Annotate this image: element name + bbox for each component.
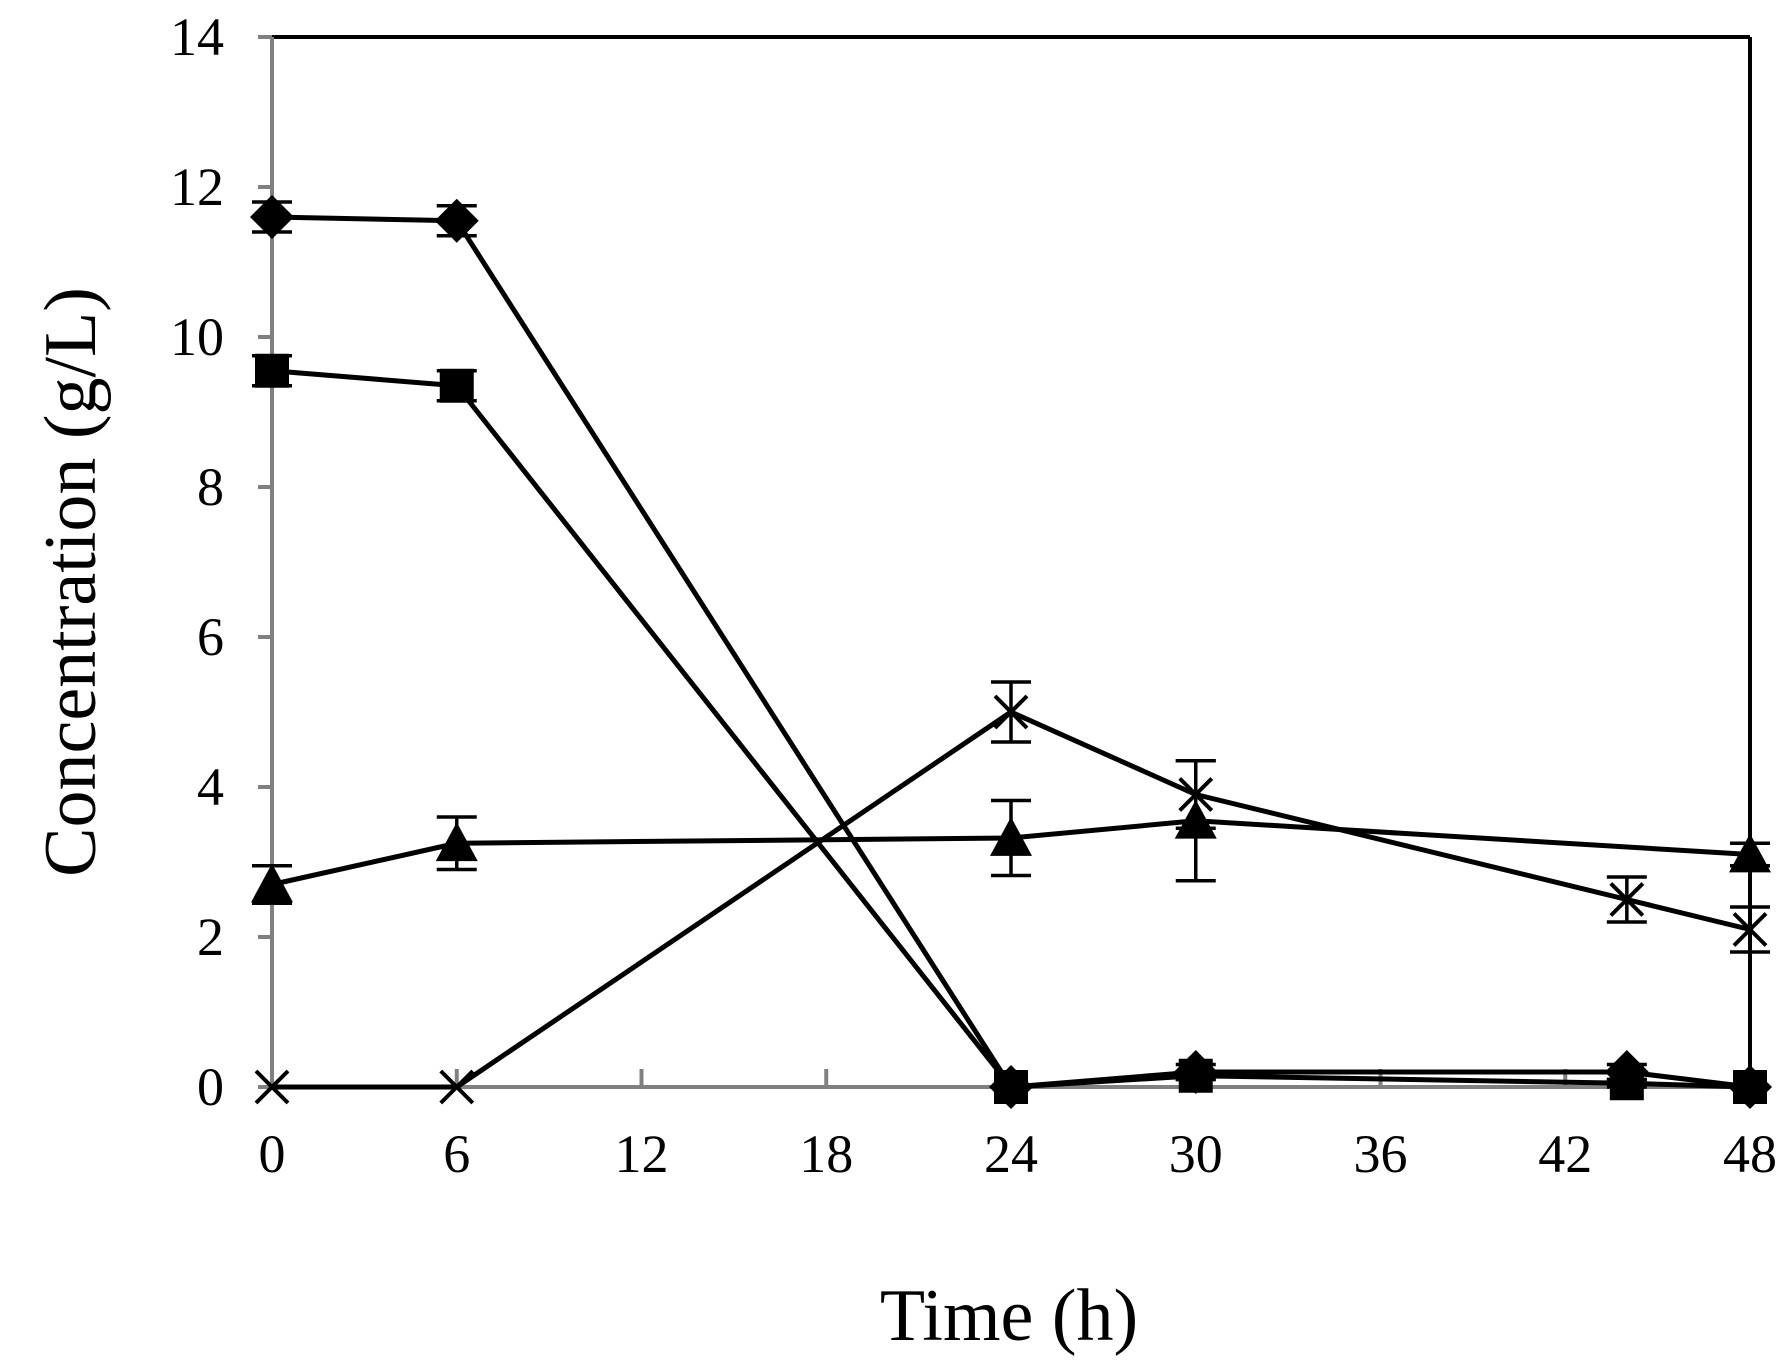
y-axis-title: Concentration (g/L) [30,287,112,877]
data-point-cross [1732,912,1768,947]
data-point-triangle [251,863,293,903]
y-tick-label: 6 [197,607,224,667]
data-point-square [994,1070,1028,1104]
data-point-square [1609,1066,1644,1101]
y-tick-label: 12 [170,157,224,217]
x-axis-title: Time (h) [880,1275,1138,1357]
data-point-square [255,353,289,388]
x-tick-label: 36 [1354,1124,1408,1184]
x-tick-label: 18 [799,1124,853,1184]
series-triangle [251,759,1771,905]
data-point-triangle [990,817,1032,856]
data-point-triangle [1729,833,1771,873]
series-line [271,368,1751,1090]
data-point-square [439,368,474,403]
x-tick-label: 24 [984,1124,1038,1184]
x-tick-label: 12 [615,1124,669,1184]
series-diamond [250,195,1772,1109]
series [250,195,1772,1109]
data-point-cross [993,694,1029,730]
series-line [272,709,1751,1090]
data-point-square [1178,1058,1213,1093]
x-tick-label: 42 [1538,1124,1592,1184]
y-tick-label: 2 [197,907,224,967]
x-tick-label: 30 [1169,1124,1223,1184]
x-tick-label: 6 [443,1124,470,1184]
data-point-cross [1178,777,1214,812]
y-tick-label: 0 [197,1057,224,1117]
series-line [271,214,1751,1090]
y-tick-label: 10 [170,307,224,367]
data-point-cross [1609,882,1645,917]
series-square [252,353,1767,1104]
y-tick-label: 4 [197,757,224,817]
axes [270,35,1752,1089]
data-point-diamond [250,195,294,239]
y-tick-label: 8 [197,457,224,517]
data-point-square [1733,1070,1767,1104]
data-point-triangle [435,822,478,862]
x-tick-label: 48 [1723,1124,1777,1184]
data-point-cross [439,1069,475,1105]
data-point-diamond [434,198,479,243]
x-tick-label: 0 [259,1124,286,1184]
series-cross [254,680,1770,1105]
y-tick-label: 14 [170,7,224,67]
data-point-cross [254,1069,290,1105]
